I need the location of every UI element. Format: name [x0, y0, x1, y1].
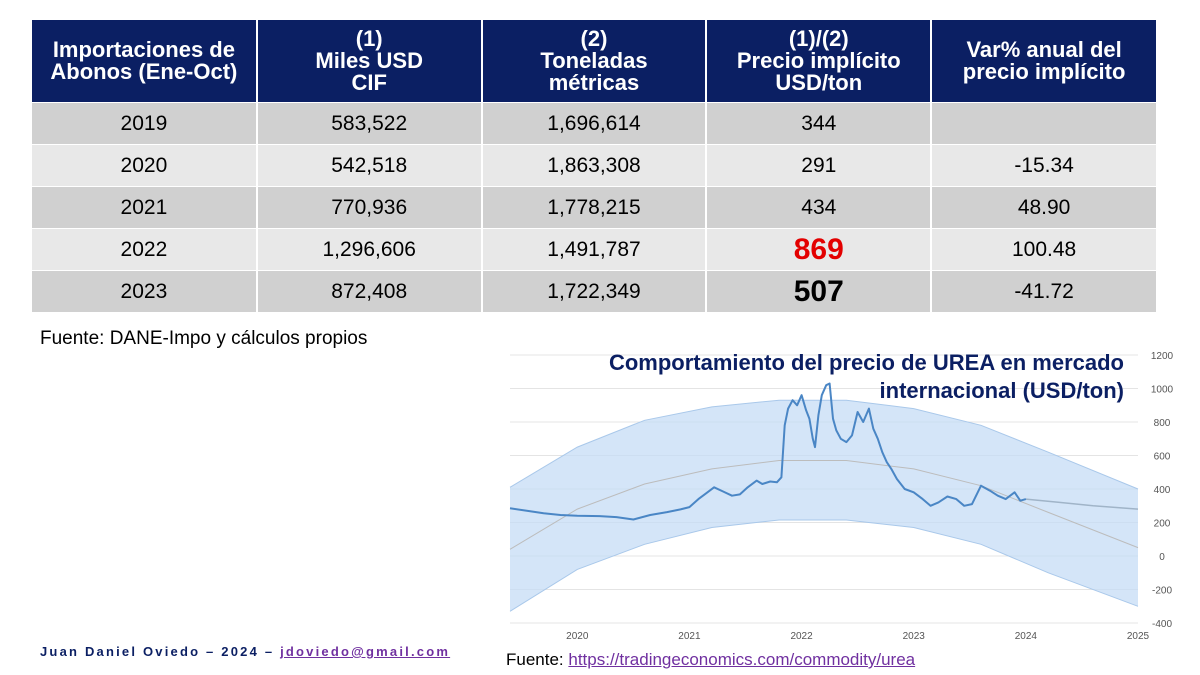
x-tick-label: 2022 [790, 631, 813, 642]
cell-usd: 872,408 [256, 270, 483, 312]
x-tick-label: 2025 [1127, 631, 1150, 642]
cell-var: -15.34 [931, 144, 1156, 187]
header-cell-1: (1) Miles USD CIF [256, 20, 483, 103]
y-tick-label: 0 [1159, 552, 1165, 563]
header-line: CIF [351, 70, 387, 95]
cell-year: 2020 [32, 144, 258, 187]
x-tick-label: 2020 [566, 631, 589, 642]
y-tick-label: -400 [1152, 619, 1172, 630]
forecast-line [1025, 498, 1139, 510]
y-tick-label: 200 [1154, 519, 1171, 530]
y-tick-label: 1000 [1151, 385, 1174, 396]
y-tick-label: 400 [1154, 485, 1171, 496]
header-line: métricas [548, 70, 640, 95]
cell-usd: 770,936 [256, 186, 483, 229]
cell-tons: 1,863,308 [481, 144, 708, 187]
cell-tons: 1,696,614 [481, 102, 708, 145]
forecast-band [510, 400, 1138, 612]
author-name: Juan Daniel Oviedo – 2024 – [40, 644, 281, 659]
cell-var: 100.48 [931, 228, 1156, 271]
header-line: USD/ton [775, 70, 863, 95]
cell-year: 2022 [32, 228, 258, 271]
table-source: Fuente: DANE-Impo y cálculos propios [40, 328, 368, 349]
x-tick-label: 2024 [1015, 631, 1038, 642]
cell-year: 2019 [32, 102, 258, 145]
header-line: (1)/(2) [788, 26, 849, 51]
cell-tons: 1,778,215 [481, 186, 708, 229]
cell-price: 291 [706, 144, 933, 187]
table-row: 2022 1,296,606 1,491,787 869 100.48 [32, 228, 1156, 271]
chart-source: Fuente: https://tradingeconomics.com/com… [506, 650, 915, 670]
band-edge-upper [509, 399, 1139, 490]
price-line [509, 382, 1027, 521]
header-cell-2: (2) Toneladas métricas [481, 20, 708, 103]
import-table: Importaciones de Abonos (Ene-Oct) (1) Miles… [32, 20, 1156, 312]
y-tick-label: 800 [1154, 418, 1171, 429]
header-line: Precio implícito [736, 48, 901, 73]
x-tick-label: 2021 [678, 631, 701, 642]
cell-usd: 583,522 [256, 102, 483, 145]
cell-usd: 542,518 [256, 144, 483, 187]
table-header-row: Importaciones de Abonos (Ene-Oct) (1) Miles… [32, 20, 1156, 103]
y-tick-label: 1200 [1151, 351, 1174, 362]
chart-source-label: Fuente: [506, 650, 569, 669]
table-body: 2019 583,522 1,696,614 344 2020 542,518 1,863,… [32, 102, 1156, 312]
header-line: precio implícito [962, 59, 1126, 84]
urea-price-chart: 1200 1000 800 600 400 200 0 -200 -400 2020 2021 202… [509, 351, 1174, 642]
table-row: 2020 542,518 1,863,308 291 -15.34 [32, 144, 1156, 187]
cell-var: -41.72 [931, 270, 1156, 312]
cell-tons: 1,722,349 [481, 270, 708, 312]
band-edge-lower [509, 519, 1139, 612]
author-email-link[interactable]: jdoviedo@gmail.com [280, 644, 451, 659]
header-cell-4: Var% anual del precio implícito [931, 20, 1156, 103]
trend-curve [509, 460, 1139, 550]
cell-usd: 1,296,606 [256, 228, 483, 271]
table-row: 2023 872,408 1,722,349 507 -41.72 [32, 270, 1156, 312]
cell-price: 344 [706, 102, 933, 145]
header-cell-0: Importaciones de Abonos (Ene-Oct) [32, 20, 258, 103]
cell-price: 434 [706, 186, 933, 229]
cell-price: 507 [706, 270, 933, 312]
chart-source-link[interactable]: https://tradingeconomics.com/commodity/u… [568, 650, 916, 669]
y-tick-label: 600 [1154, 452, 1171, 463]
header-line: Toneladas [540, 48, 648, 73]
chart-title-line-2: internacional (USD/ton) [879, 378, 1124, 403]
header-line: Miles USD [315, 48, 423, 73]
cell-var: 48.90 [931, 186, 1156, 229]
header-line: (1) [355, 26, 383, 51]
header-line: Importaciones de [52, 37, 235, 62]
y-tick-label: -200 [1152, 586, 1172, 597]
cell-price: 869 [706, 228, 933, 271]
x-tick-label: 2023 [903, 631, 926, 642]
cell-tons: 1,491,787 [481, 228, 708, 271]
header-line: Abonos (Ene-Oct) [50, 59, 238, 84]
header-cell-3: (1)/(2) Precio implícito USD/ton [706, 20, 933, 103]
author-credit: Juan Daniel Oviedo – 2024 – jdoviedo@gma… [40, 644, 450, 659]
header-line: Var% anual del [966, 37, 1122, 62]
chart-title: Comportamiento del precio de UREA en mer… [609, 349, 1124, 405]
table-row: 2021 770,936 1,778,215 434 48.90 [32, 186, 1156, 229]
header-line: (2) [580, 26, 608, 51]
cell-year: 2021 [32, 186, 258, 229]
chart-title-line-1: Comportamiento del precio de UREA en mer… [608, 350, 1124, 375]
cell-var [931, 102, 1156, 145]
cell-year: 2023 [32, 270, 258, 312]
table-row: 2019 583,522 1,696,614 344 [32, 102, 1156, 145]
